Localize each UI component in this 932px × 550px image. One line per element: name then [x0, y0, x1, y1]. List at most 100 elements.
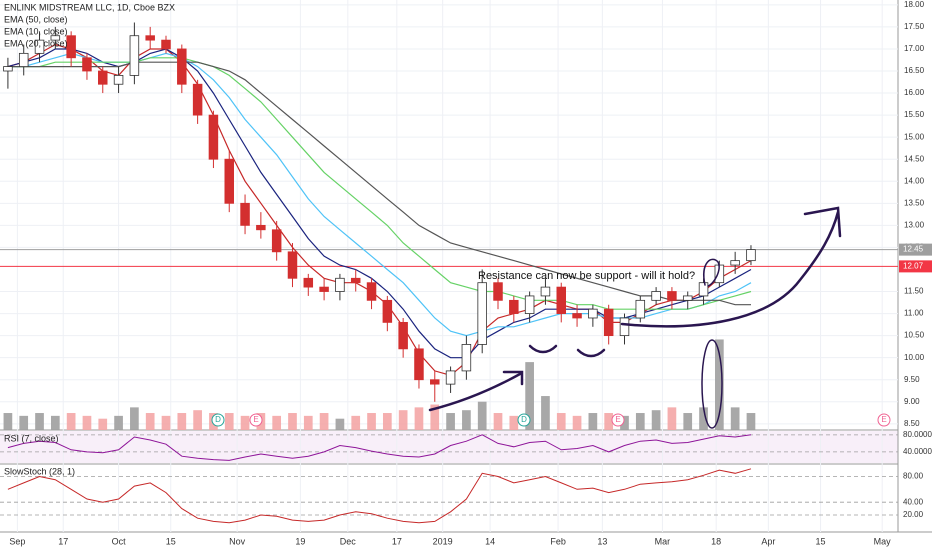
volume-bar: [303, 415, 313, 430]
candle-body: [667, 291, 677, 301]
x-tick-label: Sep: [9, 536, 25, 546]
volume-bar: [699, 407, 708, 430]
candle-body: [177, 48, 187, 85]
volume-bar: [588, 413, 598, 430]
candle-body: [192, 83, 203, 116]
x-tick-label: 13: [597, 536, 607, 546]
volume-bar: [177, 413, 187, 430]
volume-bar: [319, 413, 329, 430]
event-label: D: [521, 415, 527, 424]
drawn-loop: [703, 258, 720, 287]
price-label-box: [899, 260, 932, 273]
drawn-arrowhead: [502, 370, 524, 386]
y-tick-label: 80.0000: [903, 430, 932, 439]
volume-bar: [462, 410, 471, 430]
y-tick-label: 40.0000: [903, 447, 932, 456]
candle-body: [82, 57, 92, 72]
candle-body: [208, 114, 219, 160]
y-tick-label: 17.50: [904, 22, 925, 31]
x-tick-label: 17: [58, 536, 68, 546]
legend-entry: EMA (20, close): [4, 38, 68, 48]
volume-bar: [525, 362, 534, 430]
volume-bar: [351, 415, 361, 430]
y-tick-label: 9.50: [904, 375, 920, 384]
volume-bar: [398, 410, 408, 430]
y-tick-label: 18.00: [904, 0, 925, 9]
candle-body: [651, 291, 661, 301]
candle-body: [398, 321, 408, 350]
volume-bar: [50, 415, 60, 430]
event-label: D: [215, 415, 221, 424]
candle-body: [430, 379, 440, 385]
stoch-title: SlowStoch (28, 1): [4, 466, 75, 476]
candle-body: [445, 370, 456, 385]
y-tick-label: 11.00: [904, 309, 924, 318]
x-tick-label: Nov: [229, 536, 246, 546]
rsi-title: RSI (7, close): [4, 433, 59, 443]
candle-body: [382, 299, 393, 323]
volume-bar: [651, 410, 661, 430]
candle-body: [682, 295, 693, 301]
x-tick-label: 14: [485, 536, 495, 546]
volume-bar: [382, 413, 392, 430]
volume-bar: [446, 413, 455, 430]
candle-body: [730, 260, 740, 266]
candle-body: [335, 277, 345, 292]
drawn-arrow: [428, 372, 522, 412]
y-tick-label: 16.00: [904, 88, 925, 97]
y-tick-label: 10.50: [904, 331, 925, 340]
volume-bar: [746, 413, 756, 430]
event-marker: [611, 413, 625, 427]
candle-body: [18, 52, 29, 67]
candle-body: [3, 66, 13, 72]
candle-body: [603, 308, 614, 337]
volume-bar: [572, 415, 582, 430]
x-tick-label: Oct: [112, 536, 127, 546]
volume-bar: [667, 407, 677, 430]
y-tick-label: 40.00: [903, 497, 924, 506]
candle-body: [145, 35, 155, 41]
x-tick-label: 15: [166, 536, 176, 546]
candle-body: [461, 344, 472, 372]
volume-bar: [730, 407, 740, 430]
volume-bar: [66, 413, 76, 430]
x-tick-label: 15: [816, 536, 826, 546]
x-tick-label: Dec: [340, 536, 357, 546]
y-tick-label: 9.00: [904, 397, 920, 406]
volume-bar: [493, 413, 503, 430]
candle-body: [113, 75, 124, 85]
volume-bar: [145, 413, 155, 430]
legend-entry: EMA (50, close): [4, 14, 68, 24]
y-tick-label: 14.50: [904, 154, 925, 163]
x-tick-label: Feb: [550, 536, 566, 546]
volume-bar: [161, 415, 171, 430]
candle-body: [303, 277, 314, 288]
y-tick-label: 20.00: [903, 510, 924, 519]
volume-bar: [541, 396, 550, 430]
drawn-curve: [620, 210, 840, 328]
event-label: E: [253, 415, 258, 424]
chart-title: ENLINK MIDSTREAM LLC, 1D, Cboe BZX: [4, 2, 175, 12]
y-tick-label: 14.00: [904, 176, 925, 185]
candle-body: [366, 282, 377, 301]
x-tick-label: 2019: [433, 536, 453, 546]
volume-bar: [288, 413, 297, 430]
volume-bar: [82, 415, 92, 430]
volume-bar: [635, 413, 645, 430]
candle-body: [98, 70, 108, 85]
y-tick-label: 10.00: [904, 353, 925, 362]
drawn-smile: [528, 344, 558, 354]
candle-body: [619, 317, 630, 337]
y-tick-label: 13.50: [904, 198, 925, 207]
volume-bar: [3, 413, 13, 430]
candle-body: [129, 35, 140, 76]
y-tick-label: 8.50: [904, 419, 920, 428]
volume-bar: [224, 413, 234, 430]
volume-bar: [272, 415, 282, 430]
legend-entry: EMA (10, close): [4, 26, 68, 36]
x-tick-label: 17: [392, 536, 402, 546]
volume-bar: [509, 415, 519, 430]
volume-bar: [98, 418, 108, 430]
y-tick-label: 11.50: [904, 287, 924, 296]
candle-body: [271, 229, 282, 253]
